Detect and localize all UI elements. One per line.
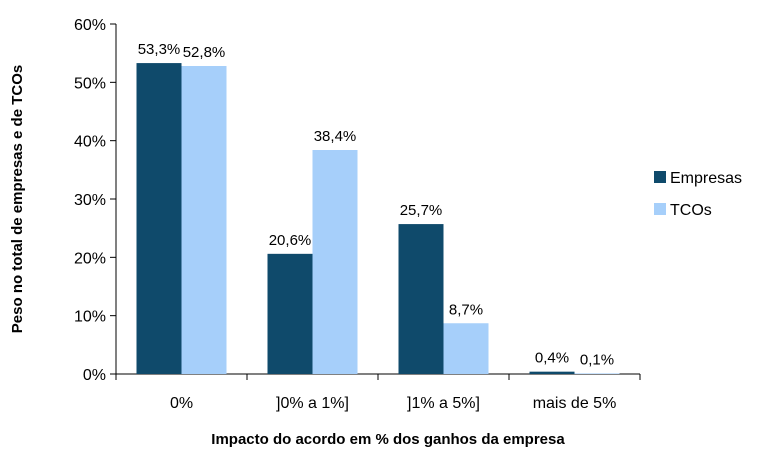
bar-empresas-3 (529, 371, 575, 374)
x-tick-label: ]1% a 5%] (407, 395, 480, 412)
data-label-tcos-2: 8,7% (449, 301, 483, 318)
y-tick-label: 50% (74, 75, 106, 92)
y-axis-title: Peso no total de empresas e de TCOs (9, 65, 26, 333)
axes: 0% 10% 20% 30% 40% 50% 60% 0% ]0% a 1%] ]1% a 5%]… (74, 17, 641, 412)
y-tick-label: 10% (74, 309, 106, 326)
y-tick-label: 0% (83, 367, 106, 384)
x-axis-title: Impacto do acordo em % dos ganhos da emp… (211, 431, 565, 448)
bars (136, 63, 620, 374)
bar-empresas-2 (398, 224, 444, 374)
x-tick-label: ]0% a 1%] (276, 395, 349, 412)
data-label-empresas-0: 53,3% (138, 41, 181, 58)
bar-empresas-1 (267, 253, 313, 374)
bar-tcos-3 (574, 373, 620, 374)
legend-label-empresas: Empresas (670, 170, 742, 187)
legend-swatch-empresas (654, 171, 666, 183)
y-tick-label: 40% (74, 134, 106, 151)
bar-empresas-0 (136, 63, 182, 374)
legend-label-tcos: TCOs (670, 202, 712, 219)
data-label-tcos-3: 0,1% (580, 351, 614, 368)
bar-tcos-0 (181, 66, 227, 374)
y-tick-label: 20% (74, 250, 106, 267)
data-labels: 53,3% 20,6% 25,7% 0,4% 52,8% 38,4% 8,7% 0,1% (138, 41, 614, 368)
data-label-empresas-3: 0,4% (535, 350, 569, 367)
x-tick-label: 0% (170, 395, 193, 412)
bar-tcos-2 (443, 323, 489, 374)
data-label-tcos-0: 52,8% (183, 44, 226, 61)
bar-tcos-1 (312, 150, 358, 374)
data-label-empresas-2: 25,7% (400, 202, 443, 219)
data-label-tcos-1: 38,4% (314, 128, 357, 145)
x-tick-label: mais de 5% (533, 395, 617, 412)
y-tick-label: 60% (74, 17, 106, 34)
legend-swatch-tcos (654, 203, 666, 215)
y-tick-label: 30% (74, 192, 106, 209)
data-label-empresas-1: 20,6% (269, 232, 312, 249)
legend: Empresas TCOs (654, 170, 742, 219)
